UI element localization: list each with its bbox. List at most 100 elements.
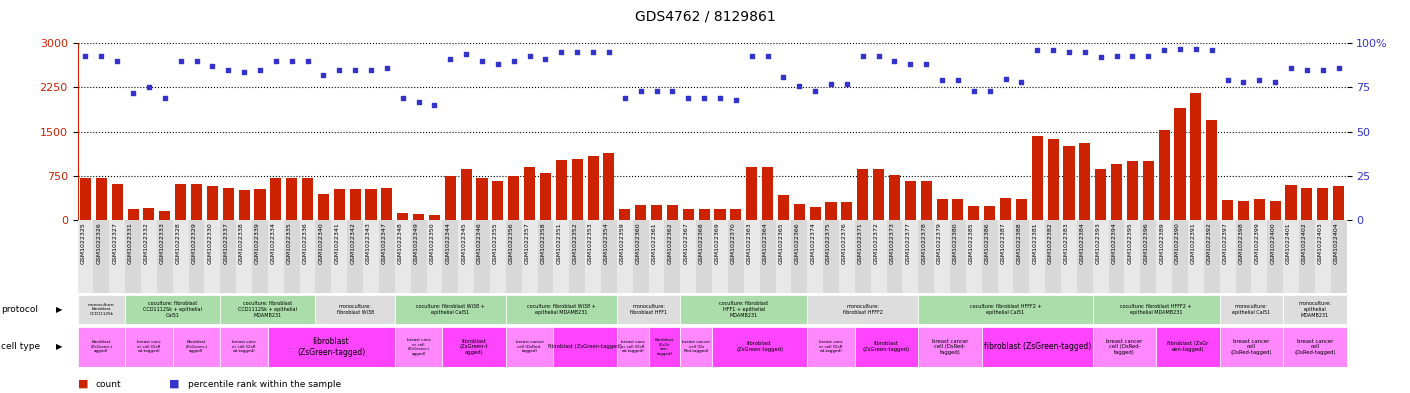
Text: GSM1022403: GSM1022403: [1318, 222, 1323, 264]
Text: breast cancer
cell (DsRed-
tagged): breast cancer cell (DsRed- tagged): [516, 340, 544, 353]
Bar: [522, 220, 537, 293]
Text: GSM1022347: GSM1022347: [382, 222, 386, 264]
Bar: [807, 327, 854, 367]
Bar: [966, 220, 981, 293]
Bar: [173, 220, 189, 293]
Bar: [506, 296, 618, 324]
Text: GSM1022375: GSM1022375: [826, 222, 830, 264]
Point: [1296, 67, 1318, 73]
Text: fibroblast (ZsGr
een-tagged): fibroblast (ZsGr een-tagged): [1167, 342, 1208, 352]
Bar: [1029, 220, 1045, 293]
Bar: [125, 327, 173, 367]
Text: ■: ■: [78, 379, 87, 389]
Text: fibroblast
(ZsGreen-tagged): fibroblast (ZsGreen-tagged): [736, 342, 784, 352]
Bar: [744, 220, 760, 293]
Bar: [554, 327, 618, 367]
Bar: [157, 220, 173, 293]
Point: [375, 65, 398, 71]
Text: breast cancer
cell
(DsRed-tagged): breast cancer cell (DsRed-tagged): [1231, 338, 1272, 355]
Text: GSM1022354: GSM1022354: [603, 222, 609, 264]
Bar: [1283, 296, 1347, 324]
Point: [455, 51, 478, 57]
Point: [852, 52, 874, 59]
Bar: [1045, 220, 1062, 293]
Text: GSM1022336: GSM1022336: [303, 222, 307, 264]
Bar: [347, 220, 364, 293]
Bar: [619, 209, 630, 220]
Bar: [905, 181, 916, 220]
Point: [1263, 79, 1286, 85]
Point: [1042, 47, 1065, 53]
Text: GSM1022366: GSM1022366: [794, 222, 799, 264]
Text: GSM1022339: GSM1022339: [255, 222, 259, 264]
Text: GSM1022363: GSM1022363: [747, 222, 752, 264]
Bar: [697, 220, 712, 293]
Bar: [443, 220, 458, 293]
Bar: [794, 204, 805, 220]
Text: GSM1022340: GSM1022340: [319, 222, 323, 264]
Text: GSM1022355: GSM1022355: [493, 222, 498, 264]
Bar: [96, 178, 107, 220]
Bar: [681, 327, 712, 367]
Bar: [300, 220, 316, 293]
Text: GSM1022331: GSM1022331: [128, 222, 133, 264]
Text: GSM1022365: GSM1022365: [778, 222, 784, 264]
Bar: [664, 220, 681, 293]
Point: [565, 49, 588, 55]
Bar: [1063, 146, 1074, 220]
Point: [90, 52, 113, 59]
Bar: [1062, 220, 1077, 293]
Point: [217, 67, 240, 73]
Text: GSM1022379: GSM1022379: [938, 222, 942, 264]
Text: GSM1022370: GSM1022370: [730, 222, 736, 264]
Bar: [585, 220, 601, 293]
Text: coculture: fibroblast HFFF2 +
epithelial Cal51: coculture: fibroblast HFFF2 + epithelial…: [970, 304, 1041, 315]
Text: GSM1022380: GSM1022380: [953, 222, 957, 264]
Text: GSM1022343: GSM1022343: [367, 222, 371, 264]
Text: GSM1022400: GSM1022400: [1270, 222, 1275, 264]
Bar: [1268, 220, 1283, 293]
Bar: [715, 209, 726, 220]
Text: GSM1022362: GSM1022362: [667, 222, 673, 264]
Text: fibroblast
(ZsGr
een-
tagged): fibroblast (ZsGr een- tagged): [654, 338, 674, 356]
Bar: [1253, 200, 1265, 220]
Text: GSM1022402: GSM1022402: [1301, 222, 1307, 264]
Bar: [141, 220, 157, 293]
Text: ▶: ▶: [56, 342, 63, 351]
Bar: [588, 156, 599, 220]
Point: [677, 95, 699, 101]
Bar: [776, 220, 791, 293]
Bar: [1048, 139, 1059, 220]
Bar: [223, 188, 234, 220]
Bar: [398, 213, 409, 220]
Text: GSM1022349: GSM1022349: [413, 222, 419, 264]
Bar: [1111, 164, 1122, 220]
Bar: [1093, 296, 1220, 324]
Text: GSM1022398: GSM1022398: [1238, 222, 1244, 264]
Bar: [651, 205, 663, 220]
Text: fibroblast
(ZsGreen-t
agged): fibroblast (ZsGreen-t agged): [460, 338, 488, 355]
Bar: [791, 220, 807, 293]
Text: GSM1022325: GSM1022325: [80, 222, 86, 264]
Point: [423, 102, 446, 108]
Bar: [778, 195, 790, 220]
Bar: [175, 184, 186, 220]
Bar: [873, 169, 884, 220]
Bar: [984, 206, 995, 220]
Bar: [1238, 200, 1249, 220]
Point: [804, 88, 826, 94]
Bar: [189, 220, 204, 293]
Bar: [935, 220, 950, 293]
Point: [1136, 52, 1159, 59]
Text: fibroblast
(ZsGreen-tagged): fibroblast (ZsGreen-tagged): [863, 342, 911, 352]
Text: GSM1022357: GSM1022357: [525, 222, 530, 264]
Bar: [807, 296, 918, 324]
Bar: [1190, 94, 1201, 220]
Bar: [317, 193, 329, 220]
Text: GSM1022392: GSM1022392: [1207, 222, 1211, 264]
Bar: [302, 178, 313, 220]
Bar: [458, 220, 474, 293]
Bar: [1015, 200, 1026, 220]
Point: [121, 90, 144, 96]
Bar: [1283, 220, 1299, 293]
